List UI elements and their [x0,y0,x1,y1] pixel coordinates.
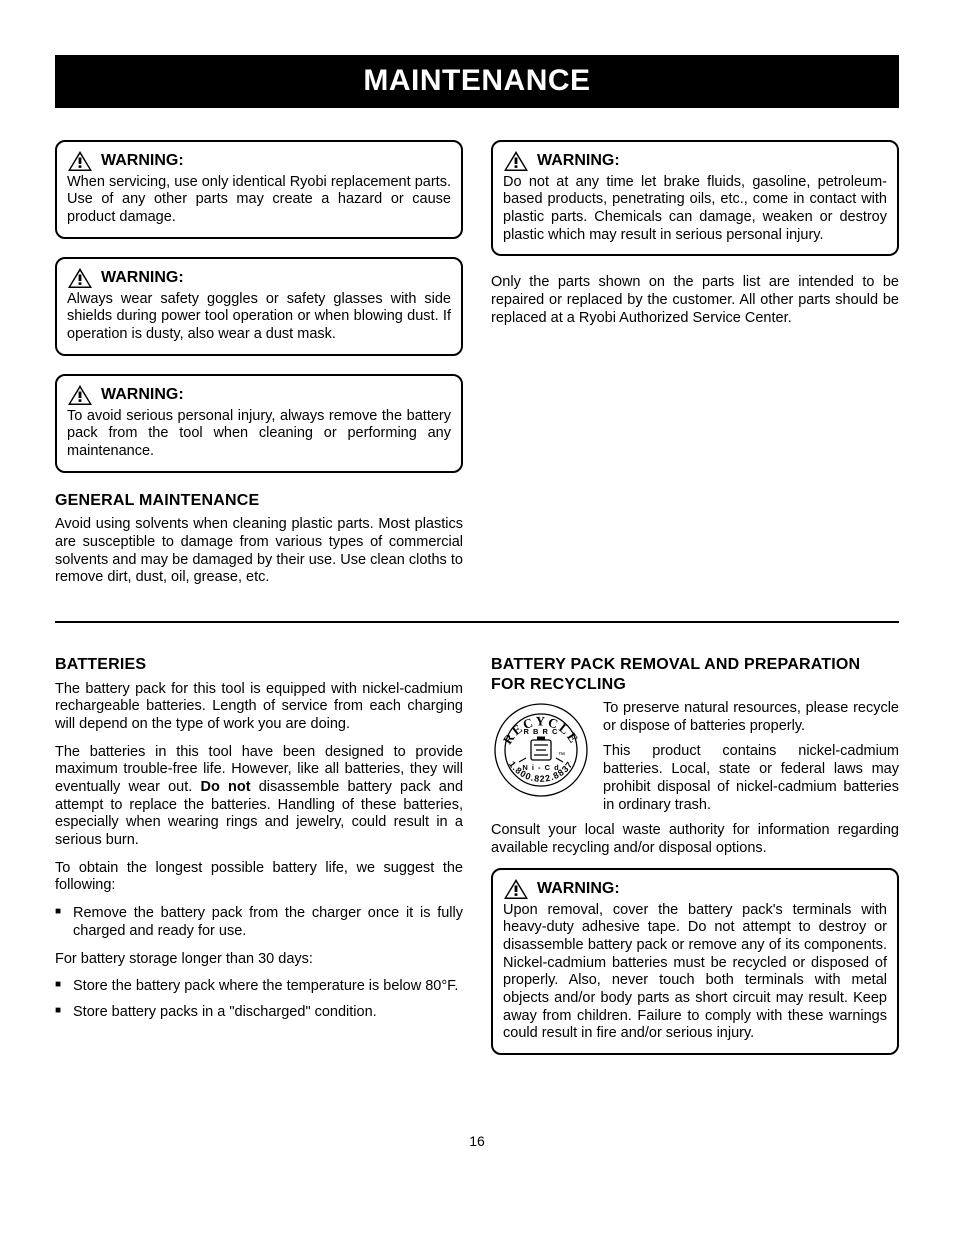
recycling-intro-block: RECYCLE 1.800.822.8837 R B R C ™ N i - C… [491,700,899,822]
batteries-p3: To obtain the longest possible battery l… [55,860,463,895]
page-number: 16 [55,1133,899,1150]
svg-text:R B R C: R B R C [524,727,559,736]
warning-box-5: WARNING: Upon removal, cover the battery… [491,868,899,1056]
left-column-top: WARNING: When servicing, use only identi… [55,140,463,597]
batteries-list-1: Remove the battery pack from the charger… [55,905,463,940]
svg-text:™: ™ [558,752,565,759]
warning-label: WARNING: [537,151,620,171]
list-item: Remove the battery pack from the charger… [55,905,463,940]
warning-triangle-icon [67,267,93,289]
left-column-bottom: BATTERIES The battery pack for this tool… [55,651,463,1073]
bottom-columns: BATTERIES The battery pack for this tool… [55,651,899,1073]
parts-note: Only the parts shown on the parts list a… [491,274,899,327]
warning-label: WARNING: [101,151,184,171]
warning-label: WARNING: [101,385,184,405]
general-maintenance-para: Avoid using solvents when cleaning plast… [55,516,463,587]
warning-triangle-icon [503,150,529,172]
warning-label: WARNING: [537,879,620,899]
batteries-list-2: Store the battery pack where the tempera… [55,978,463,1021]
batteries-p4: For battery storage longer than 30 days: [55,951,463,969]
warning-box-4: WARNING: Do not at any time let brake fl… [491,140,899,257]
svg-text:N i - C d: N i - C d [522,763,559,772]
divider-line [55,621,899,623]
right-column-top: WARNING: Do not at any time let brake fl… [491,140,899,597]
list-item: Store battery packs in a "discharged" co… [55,1004,463,1022]
warning-text-2: Always wear safety goggles or safety gla… [67,291,451,344]
list-item: Store the battery pack where the tempera… [55,978,463,996]
top-columns: WARNING: When servicing, use only identi… [55,140,899,597]
warning-label: WARNING: [101,268,184,288]
warning-box-3: WARNING: To avoid serious personal injur… [55,374,463,473]
warning-text-1: When servicing, use only identical Ryobi… [67,174,451,227]
batteries-p2-bold: Do not [200,779,250,795]
warning-text-4: Do not at any time let brake fluids, gas… [503,174,887,245]
warning-text-3: To avoid serious personal injury, always… [67,408,451,461]
right-column-bottom: BATTERY PACK REMOVAL AND PREPARATION FOR… [491,651,899,1073]
warning-triangle-icon [67,384,93,406]
warning-text-5: Upon removal, cover the battery pack's t… [503,902,887,1044]
warning-box-1: WARNING: When servicing, use only identi… [55,140,463,239]
warning-box-2: WARNING: Always wear safety goggles or s… [55,257,463,356]
batteries-heading: BATTERIES [55,655,463,675]
recycling-p3: Consult your local waste authority for i… [491,822,899,857]
batteries-p2: The batteries in this tool have been des… [55,744,463,850]
batteries-p1: The battery pack for this tool is equipp… [55,681,463,734]
general-maintenance-heading: GENERAL MAINTENANCE [55,491,463,511]
warning-triangle-icon [503,878,529,900]
recycling-heading: BATTERY PACK REMOVAL AND PREPARATION FOR… [491,655,899,694]
section-banner: MAINTENANCE [55,55,899,108]
recycle-seal-icon: RECYCLE 1.800.822.8837 R B R C ™ N i - C… [491,700,591,806]
warning-triangle-icon [67,150,93,172]
